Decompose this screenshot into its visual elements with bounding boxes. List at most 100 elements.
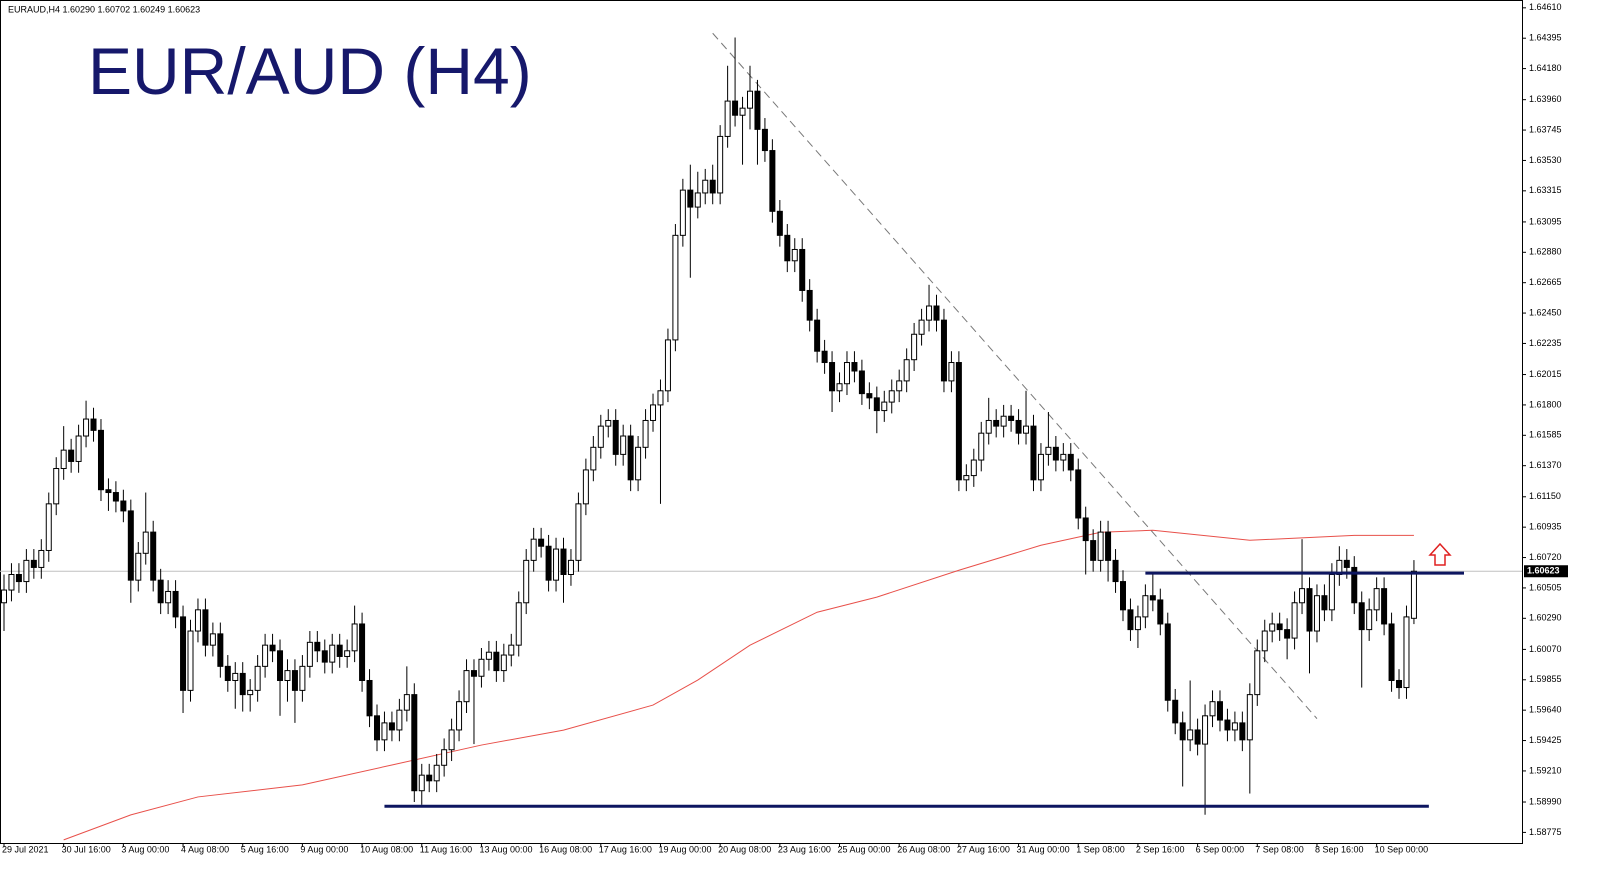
candle-body	[247, 689, 254, 696]
x-tick-label: 5 Aug 16:00	[241, 844, 289, 854]
candle-body	[747, 90, 753, 109]
candle-body	[843, 362, 850, 385]
candle-body	[1224, 719, 1231, 731]
candle-body	[470, 670, 477, 677]
x-tick-label: 6 Sep 00:00	[1196, 844, 1245, 854]
candle-body	[1067, 453, 1074, 471]
candle-body	[970, 459, 977, 477]
candle-body	[1090, 540, 1097, 561]
candle-body	[806, 289, 813, 321]
candle-body	[224, 665, 231, 681]
candle-body	[1276, 623, 1283, 631]
candle-body	[112, 492, 119, 502]
candle-body	[1202, 715, 1209, 745]
x-tick-label: 19 Aug 00:00	[658, 844, 711, 854]
candle-body	[1396, 679, 1403, 689]
candle-body	[426, 774, 433, 782]
x-tick-label: 31 Aug 00:00	[1017, 844, 1070, 854]
candle-body	[538, 538, 545, 547]
y-tick-label: 1.60290	[1529, 613, 1562, 623]
candle-body	[306, 641, 313, 667]
candle-body	[202, 609, 209, 646]
x-tick-label: 29 Jul 2021	[2, 844, 49, 854]
candle-body	[1097, 531, 1104, 561]
candle-body	[724, 100, 731, 137]
y-tick-label: 1.61585	[1529, 430, 1562, 440]
candle-body	[590, 446, 597, 471]
candle-body	[150, 531, 157, 581]
candle-body	[694, 192, 701, 208]
candle-body	[336, 644, 343, 657]
candle-body	[515, 602, 522, 646]
candle-body	[277, 650, 284, 681]
x-tick-label: 27 Aug 16:00	[957, 844, 1010, 854]
candle-body	[194, 609, 201, 632]
candle-body	[53, 468, 60, 505]
candle-body	[500, 654, 507, 672]
y-tick-label: 1.60720	[1529, 552, 1562, 562]
candle-body	[1134, 616, 1141, 631]
candle-body	[15, 574, 22, 583]
candle-body	[217, 633, 224, 667]
x-tick-label: 8 Sep 16:00	[1315, 844, 1364, 854]
candle-body	[754, 90, 761, 130]
candle-body	[1037, 453, 1044, 481]
candle-body	[911, 333, 918, 361]
candle-body	[1149, 595, 1156, 601]
candle-body	[83, 418, 90, 437]
candle-body	[359, 623, 366, 681]
candle-body	[955, 362, 962, 481]
x-tick-label: 26 Aug 08:00	[897, 844, 950, 854]
candle-body	[672, 234, 679, 341]
y-tick-label: 1.64610	[1529, 2, 1562, 12]
y-tick-label: 1.62450	[1529, 307, 1562, 317]
candle-body	[23, 559, 30, 583]
candle-body	[1030, 425, 1037, 481]
candle-body	[1127, 609, 1134, 631]
candle-body	[262, 644, 269, 667]
candle-body	[1239, 722, 1246, 741]
candle-body	[1366, 609, 1373, 631]
candle-body	[530, 538, 537, 561]
y-tick-label: 1.63530	[1529, 155, 1562, 165]
candle-body	[232, 672, 239, 681]
candle-body	[38, 549, 45, 568]
y-tick-label: 1.62235	[1529, 338, 1562, 348]
candle-body	[374, 715, 380, 741]
candle-body	[963, 475, 970, 481]
candle-body	[799, 248, 806, 291]
candle-body	[403, 694, 410, 711]
x-tick-label: 9 Aug 00:00	[300, 844, 348, 854]
candle-body	[127, 510, 134, 581]
candle-body	[97, 429, 104, 491]
x-tick-label: 30 Jul 16:00	[62, 844, 111, 854]
candle-body	[441, 749, 448, 766]
candle-body	[918, 319, 925, 335]
candle-body	[657, 390, 664, 406]
candle-body	[553, 548, 560, 581]
candle-body	[1075, 469, 1082, 519]
y-tick-label: 1.64180	[1529, 63, 1562, 73]
y-tick-label: 1.63745	[1529, 124, 1562, 134]
candle-body	[739, 107, 746, 116]
candle-body	[933, 305, 940, 321]
chart-title: EUR/AUD (H4)	[88, 34, 532, 108]
candle-body	[135, 552, 142, 581]
candle-body	[381, 722, 388, 741]
y-tick-label: 1.64395	[1529, 33, 1562, 43]
candle-body	[1142, 595, 1149, 618]
y-tick-label: 1.61150	[1529, 491, 1561, 501]
y-tick-label: 1.63960	[1529, 94, 1562, 104]
candle-body	[776, 210, 783, 236]
candle-body	[545, 545, 552, 581]
candle-body	[8, 574, 15, 591]
candle-body	[523, 559, 530, 604]
candle-body	[411, 694, 418, 792]
x-tick-label: 13 Aug 00:00	[479, 844, 532, 854]
y-tick-label: 1.60935	[1529, 522, 1562, 532]
candle-body	[485, 651, 492, 660]
candle-body	[314, 641, 321, 652]
candle-body	[187, 630, 194, 691]
